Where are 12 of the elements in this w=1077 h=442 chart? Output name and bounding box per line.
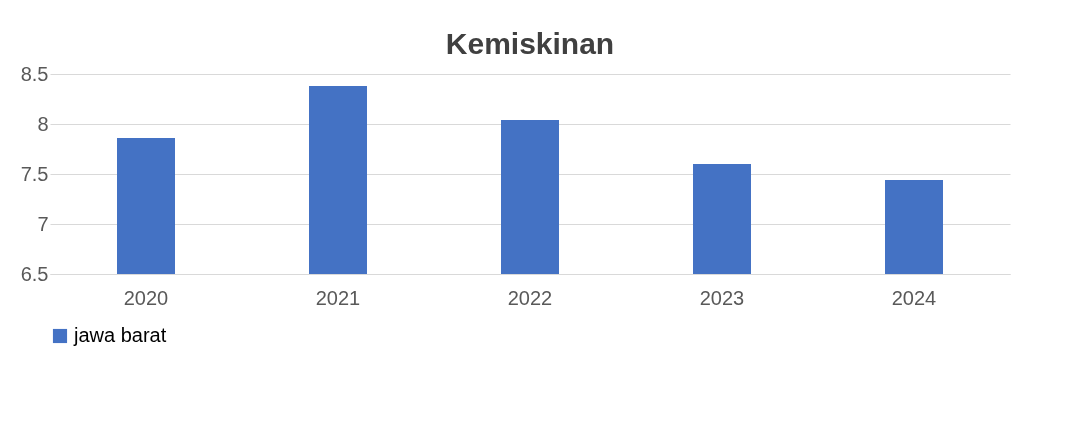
y-tick-label: 8 <box>37 112 49 135</box>
x-tick-label: 2022 <box>507 286 553 309</box>
y-tick-label: 8.5 <box>20 62 49 85</box>
chart-title: Kemiskinan <box>445 27 615 60</box>
x-tick-label: 2020 <box>123 286 169 309</box>
y-tick-label: 6.5 <box>20 262 49 285</box>
legend-label: jawa barat <box>73 324 167 346</box>
x-tick-label: 2023 <box>699 286 745 309</box>
x-tick-label: 2024 <box>891 286 937 309</box>
y-tick-label: 7 <box>37 212 49 235</box>
y-tick-label: 7.5 <box>20 162 49 185</box>
x-tick-label: 2021 <box>315 286 361 309</box>
